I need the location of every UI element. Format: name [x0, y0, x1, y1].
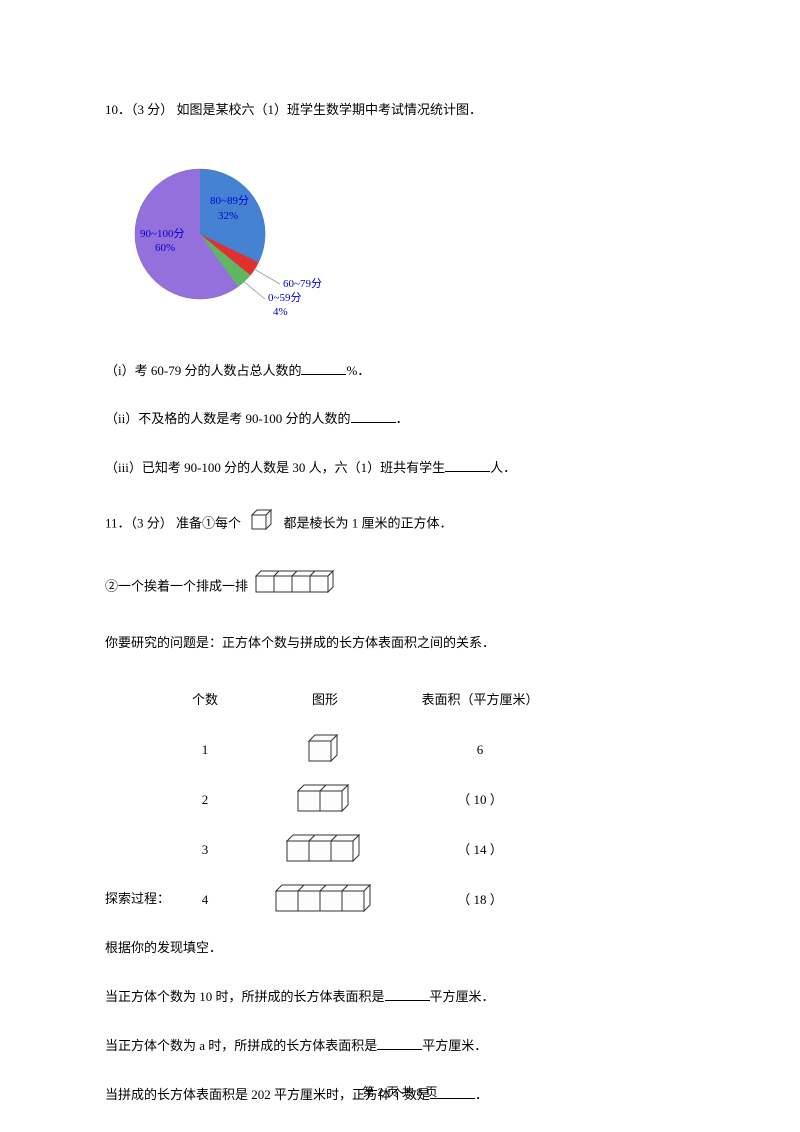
q10-sub-iii-a: （iii）已知考 90‐100 分的人数是 30 人，六（1）班共有学生 — [105, 460, 445, 475]
q10-sub-i-suffix: %． — [346, 363, 370, 378]
blank-iii[interactable] — [445, 458, 490, 472]
cell-shape — [245, 784, 405, 816]
cell-shape — [245, 884, 405, 916]
pie-label-90-100: 90~100分 — [140, 227, 184, 240]
blank-ii[interactable] — [351, 409, 396, 423]
q11-title-b: 都是棱长为 1 厘米的正方体． — [284, 515, 453, 530]
q10-sub-i-text: （i）考 60‐79 分的人数占总人数的 — [105, 363, 301, 378]
cube-row-icon — [255, 570, 345, 605]
q11-blank2-a: 当正方体个数为 a 时，所拼成的长方体表面积是 — [105, 1038, 377, 1053]
header-area: 表面积（平方厘米） — [405, 690, 555, 711]
q10-sub-iii: （iii）已知考 90‐100 分的人数是 30 人，六（1）班共有学生 人． — [105, 458, 695, 479]
pie-pct-90-100: 60% — [155, 242, 175, 254]
q11-title-a: 11．（3 分） 准备①每个 — [105, 515, 241, 530]
blank-i[interactable] — [301, 361, 346, 375]
header-shape: 图形 — [245, 690, 405, 711]
blank-10[interactable] — [385, 987, 430, 1001]
q11-line2-a: ②一个挨着一个排成一排 — [105, 578, 248, 593]
question-11: 11．（3 分） 准备①每个 都是棱长为 1 厘米的正方体． ②一个挨着一个排成… — [105, 507, 695, 1105]
question-10: 10．（3 分） 如图是某校六（1）班学生数学期中考试情况统计图． 8 — [105, 100, 695, 479]
explore-label: 探索过程： — [105, 889, 170, 910]
q11-blank1-b: 平方厘米． — [430, 989, 495, 1004]
header-count: 个数 — [165, 690, 245, 711]
cell-count: 2 — [165, 790, 245, 811]
q11-blank1-a: 当正方体个数为 10 时，所拼成的长方体表面积是 — [105, 989, 385, 1004]
single-cube-icon — [248, 507, 276, 542]
blank-a[interactable] — [377, 1036, 422, 1050]
cell-count: 3 — [165, 840, 245, 861]
q11-blank2-b: 平方厘米． — [422, 1038, 487, 1053]
cell-shape — [245, 834, 405, 866]
q11-line2: ②一个挨着一个排成一排 — [105, 570, 695, 605]
q10-sub-ii: （ii）不及格的人数是考 90‐100 分的人数的 ． — [105, 409, 695, 430]
cell-count: 1 — [165, 740, 245, 761]
page-footer: 第 2 页 共 8 页 — [0, 1083, 800, 1102]
pie-chart: 80~89分 32% 90~100分 60% 60~79分 0~59分 4% — [105, 149, 695, 336]
pie-pct-0-59: 4% — [273, 306, 288, 318]
q11-blank2: 当正方体个数为 a 时，所拼成的长方体表面积是 平方厘米． — [105, 1036, 695, 1057]
q10-sub-iii-b: 人． — [490, 460, 516, 475]
cell-area: （ 10 ） — [405, 790, 555, 811]
cube-table: 个数 图形 表面积（平方厘米） 162（ 10 ）3（ 14 ）4（ 18 ） — [165, 681, 695, 919]
cell-area: （ 14 ） — [405, 840, 555, 861]
cell-area: 6 — [405, 740, 555, 761]
pie-label-80-89: 80~89分 — [210, 194, 249, 207]
table-row: 2 （ 10 ） — [165, 781, 695, 819]
q10-title: 10．（3 分） 如图是某校六（1）班学生数学期中考试情况统计图． — [105, 100, 695, 121]
pie-label-0-59: 0~59分 — [268, 291, 301, 304]
table-row: 3 （ 14 ） — [165, 831, 695, 869]
cell-shape — [245, 734, 405, 766]
cell-area: （ 18 ） — [405, 890, 555, 911]
cell-count: 4 — [165, 890, 245, 911]
pie-label-60-79: 60~79分 — [283, 277, 322, 290]
q11-blank1: 当正方体个数为 10 时，所拼成的长方体表面积是 平方厘米． — [105, 987, 695, 1008]
q11-line3: 你要研究的问题是：正方体个数与拼成的长方体表面积之间的关系． — [105, 633, 695, 654]
q11-line1: 11．（3 分） 准备①每个 都是棱长为 1 厘米的正方体． — [105, 507, 695, 542]
pie-pct-80-89: 32% — [218, 210, 238, 222]
table-header-row: 个数 图形 表面积（平方厘米） — [165, 681, 695, 719]
q10-sub-ii-suffix: ． — [396, 411, 409, 426]
q10-sub-i: （i）考 60‐79 分的人数占总人数的 %． — [105, 361, 695, 382]
q11-fill-instruction: 根据你的发现填空． — [105, 938, 695, 959]
table-row: 16 — [165, 731, 695, 769]
q10-sub-ii-text: （ii）不及格的人数是考 90‐100 分的人数的 — [105, 411, 351, 426]
